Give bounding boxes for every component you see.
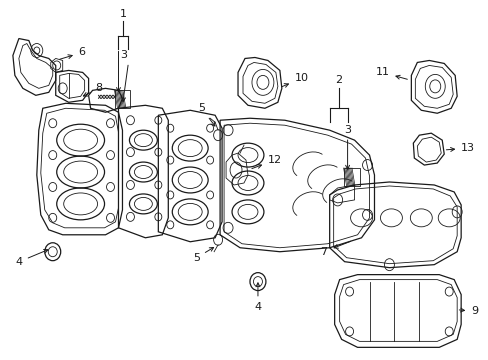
Text: 10: 10: [281, 73, 308, 87]
Text: 8: 8: [83, 84, 102, 96]
Text: 4: 4: [16, 249, 48, 267]
Text: 4: 4: [254, 283, 261, 311]
Text: 12: 12: [251, 155, 282, 168]
Text: 3: 3: [120, 50, 127, 60]
Text: 6: 6: [60, 48, 85, 59]
Text: 7: 7: [320, 241, 350, 257]
Text: 13: 13: [446, 143, 474, 153]
Text: 9: 9: [458, 306, 477, 316]
Text: 5: 5: [193, 247, 213, 263]
Text: 3: 3: [344, 125, 350, 135]
Text: 1: 1: [120, 9, 127, 19]
Text: 2: 2: [334, 75, 342, 85]
Text: 11: 11: [375, 67, 407, 79]
Text: 5: 5: [198, 103, 215, 126]
